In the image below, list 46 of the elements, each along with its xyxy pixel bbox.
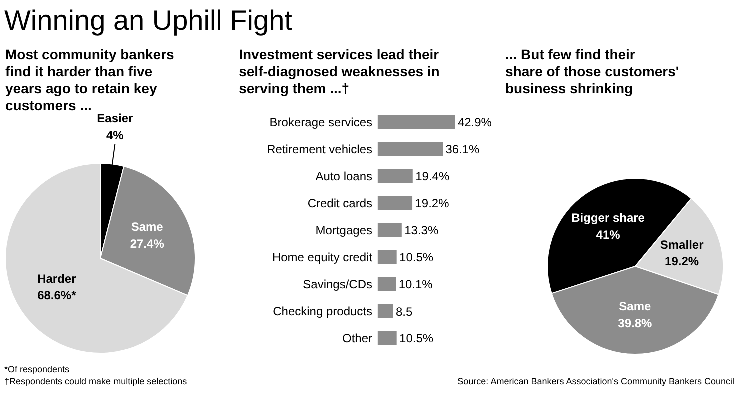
data-label: 39.8% <box>618 316 653 330</box>
data-label: 27.4% <box>130 236 165 251</box>
y-tick-label: Savings/CDs <box>303 278 373 292</box>
bar <box>378 278 396 292</box>
slice-label: Smaller <box>660 238 704 252</box>
text: *Of respondents <box>4 364 70 374</box>
data-label: 4% <box>106 128 124 142</box>
slice-label: Bigger share <box>572 211 646 226</box>
data-label: 19.2% <box>415 196 450 210</box>
chart-subtitle: ... But few find their share of those customers' business shrinking <box>506 46 680 96</box>
y-tick-label: Other <box>342 332 373 346</box>
source-note: Source: American Bankers Association's Community Bankers Council <box>458 376 735 386</box>
text: †Respondents could make multiple selections <box>4 376 188 386</box>
data-label: 42.9% <box>458 116 492 130</box>
chart-title: Winning an Uphill Fight <box>4 5 293 36</box>
chart-subtitle: Investment services lead their self-diagnosed weaknesses in serving them ...† <box>239 46 440 96</box>
bar <box>378 224 402 238</box>
bar <box>378 170 413 184</box>
slice-label: Harder <box>38 272 77 286</box>
data-label: 36.1% <box>446 142 480 156</box>
y-tick-label: Mortgages <box>316 224 373 238</box>
chart-subtitle: Most community bankers find it harder than five years ago to retain key customers ... <box>6 46 175 114</box>
data-label: 19.4% <box>416 170 450 184</box>
y-tick-label: Checking products <box>273 304 373 318</box>
bar <box>378 332 397 346</box>
bar <box>378 250 397 264</box>
data-label: 19.2% <box>665 254 700 269</box>
data-label: 10.5% <box>400 250 434 264</box>
bar <box>378 116 456 130</box>
y-tick-label: Auto loans <box>316 170 373 184</box>
slice-label: Easier <box>97 112 134 126</box>
bar <box>378 304 394 318</box>
y-tick-label: Credit cards <box>308 196 373 210</box>
data-label: 8.5 <box>396 305 413 319</box>
bar <box>378 196 413 210</box>
data-label: 10.5% <box>400 332 434 346</box>
y-tick-label: Home equity credit <box>272 250 374 264</box>
y-tick-label: Retirement vehicles <box>267 142 373 156</box>
y-tick-label: Brokerage services <box>270 116 373 130</box>
data-label: 68.6%* <box>38 288 77 303</box>
data-label: 10.1% <box>398 278 434 292</box>
slice-label: Same <box>131 220 164 234</box>
data-label: 13.3% <box>404 224 439 238</box>
data-label: 41% <box>596 228 621 242</box>
slice-label: Same <box>619 300 652 314</box>
bar <box>378 142 443 156</box>
